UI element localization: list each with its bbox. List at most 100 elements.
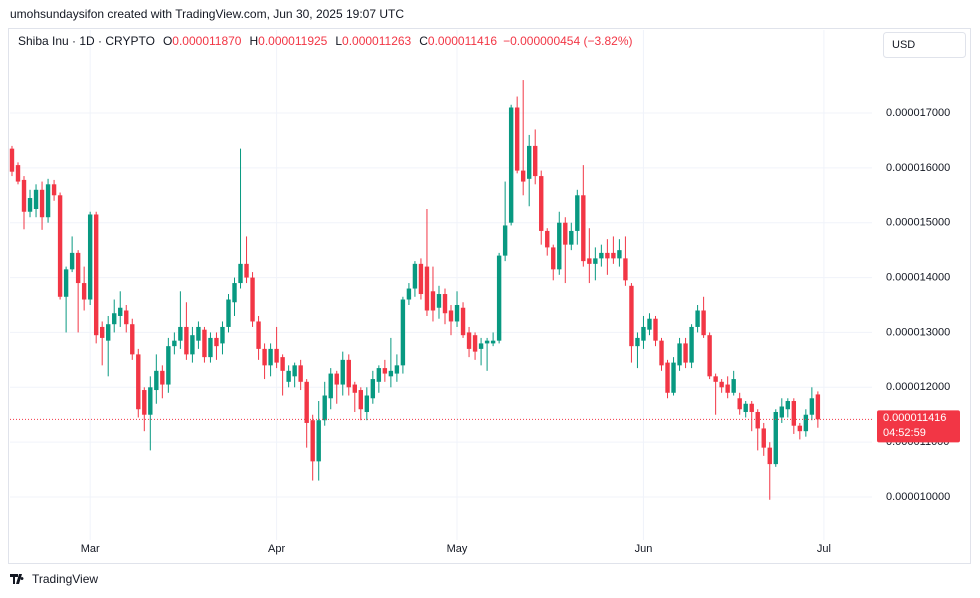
candle-body	[442, 294, 448, 314]
candle-body	[322, 395, 327, 421]
candle-body	[57, 195, 63, 297]
candle-body	[611, 252, 616, 259]
symbol: Shiba Inu · 1D · CRYPTO	[18, 34, 155, 48]
candle-body	[557, 222, 562, 270]
x-tick-label: Apr	[268, 543, 285, 555]
candle-body	[623, 258, 628, 281]
chart-frame	[8, 28, 971, 564]
candle-body	[448, 310, 454, 322]
ohlc-value: 0.000011416	[428, 34, 498, 48]
candle-body	[502, 225, 508, 256]
brand-logo: TradingView	[10, 572, 98, 586]
candle-body	[653, 318, 658, 341]
candle-body	[671, 362, 676, 393]
candle-body	[605, 252, 610, 259]
candle-body	[773, 411, 778, 465]
candle-body	[358, 390, 364, 410]
candle-body	[148, 387, 153, 415]
candle-body	[436, 294, 442, 308]
candle-body	[394, 365, 400, 374]
candle-body	[124, 310, 129, 325]
candle-body	[268, 348, 273, 366]
candle-body	[262, 348, 267, 366]
candle-body	[328, 373, 333, 399]
candle-body	[575, 195, 580, 231]
candle-body	[779, 406, 784, 418]
ohlc-key: H	[249, 34, 258, 48]
candle-body	[701, 310, 706, 336]
candle-body	[587, 258, 592, 264]
candle-body	[629, 285, 634, 347]
credit: umohsundaysifon created with TradingView…	[10, 7, 404, 21]
candle-body	[220, 326, 225, 344]
candle-body	[683, 343, 688, 363]
candle-body	[466, 332, 472, 349]
candle-body	[286, 370, 291, 382]
candle-body	[274, 348, 279, 363]
candle-body	[677, 343, 682, 366]
candle-body	[743, 403, 748, 412]
y-tick-label: 0.000014000	[886, 271, 950, 283]
price-tag-label: 0.000011416	[883, 412, 946, 424]
candle-body	[496, 255, 502, 341]
candle-body	[539, 176, 544, 231]
candle-body	[256, 321, 261, 349]
candle-body	[208, 337, 213, 358]
candle-body	[39, 189, 45, 218]
ohlc-key: O	[163, 34, 172, 48]
candle-body	[118, 307, 123, 316]
ohlc-value: 0.000011870	[172, 34, 242, 48]
candle-body	[641, 326, 646, 341]
candle-body	[166, 346, 171, 385]
currency-button[interactable]	[883, 32, 966, 58]
candle-body	[533, 145, 538, 177]
brand: TradingView	[32, 572, 98, 586]
ohlc-key: L	[335, 34, 342, 48]
candle-body	[815, 394, 821, 420]
y-tick-label: 0.000012000	[886, 381, 950, 393]
candle-body	[202, 329, 207, 358]
x-tick-label: May	[447, 543, 468, 555]
logo-mark	[10, 574, 24, 584]
candle-body	[593, 258, 598, 264]
candle-body	[184, 326, 189, 355]
candle-body	[412, 263, 418, 289]
candle-body	[15, 165, 21, 182]
candle-body	[69, 252, 75, 270]
legend: Shiba Inu · 1D · CRYPTO O0.000011870 H0.00…	[18, 34, 633, 48]
candle-body	[484, 340, 490, 344]
candle-body	[695, 310, 700, 327]
candle-body	[93, 214, 99, 336]
candle-body	[490, 340, 496, 344]
candle-body	[130, 324, 135, 355]
candle-body	[803, 414, 809, 432]
candle-body	[797, 425, 803, 432]
candle-body	[400, 299, 406, 366]
candle-body	[719, 381, 724, 388]
candle-body	[172, 340, 177, 347]
candle-body	[569, 230, 574, 245]
y-tick-label: 0.000013000	[886, 326, 950, 338]
candle-body	[310, 420, 315, 462]
candle-body	[334, 373, 339, 385]
candle-body	[382, 368, 388, 374]
candle-body	[136, 354, 141, 410]
x-tick-label: Mar	[81, 543, 100, 555]
candle-body	[599, 252, 604, 259]
candle-body	[142, 390, 147, 415]
candle-body	[791, 401, 797, 426]
currency[interactable]: USD	[892, 39, 915, 51]
candle-body	[280, 357, 285, 371]
candle-body	[406, 288, 412, 300]
candle-body	[617, 250, 622, 259]
candle-body	[376, 368, 382, 382]
ohlc-value: 0.000011925	[258, 34, 328, 48]
candle-body	[160, 370, 165, 385]
candle-body	[112, 313, 117, 325]
candle-body	[226, 299, 231, 327]
candle-body	[526, 145, 532, 179]
candle-body	[725, 384, 730, 393]
countdown: 04:52:59	[883, 427, 926, 439]
y-tick-label: 0.000016000	[886, 162, 950, 174]
